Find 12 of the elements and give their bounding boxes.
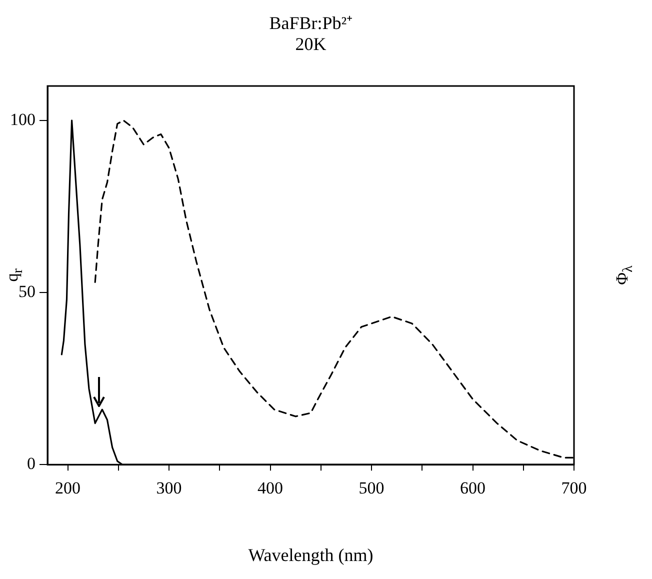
x-tick-label: 400: [258, 478, 283, 498]
chart-title: BaFBr:Pb²⁺: [269, 12, 353, 34]
x-tick-label: 200: [55, 478, 80, 498]
chart-subtitle: 20K: [295, 34, 326, 55]
x-axis-title: Wavelength (nm): [248, 544, 374, 566]
x-tick-label: 600: [460, 478, 486, 498]
y-tick-label: 100: [10, 110, 36, 129]
x-tick-label: 300: [156, 478, 182, 498]
y-tick-label: 50: [18, 282, 36, 301]
y-tick-label: 0: [27, 454, 36, 474]
x-tick-label: 700: [561, 478, 587, 498]
x-tick-label: 500: [358, 478, 384, 498]
